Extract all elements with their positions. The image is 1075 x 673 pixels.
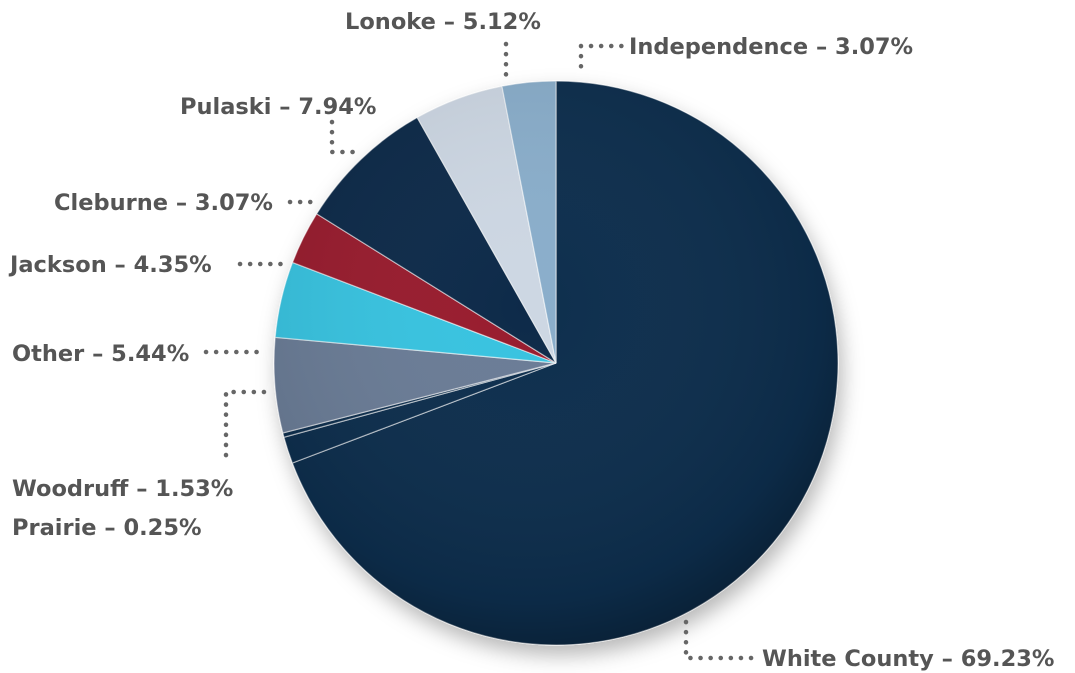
label-jackson: Jackson – 4.35%	[8, 252, 212, 278]
label-white-county: White County – 69.23%	[762, 646, 1054, 672]
pie-slices	[273, 80, 839, 646]
label-independence: Independence – 3.07%	[629, 34, 913, 60]
label-lonoke: Lonoke – 5.12%	[345, 9, 541, 35]
label-other: Other – 5.44%	[12, 341, 189, 367]
leader-woodruff-prairie	[223, 389, 267, 463]
label-prairie: Prairie – 0.25%	[12, 515, 202, 541]
label-woodruff: Woodruff – 1.53%	[12, 476, 233, 502]
leader-white-county	[683, 619, 755, 661]
label-cleburne: Cleburne – 3.07%	[54, 190, 273, 216]
leader-independence	[578, 43, 625, 77]
label-pulaski: Pulaski – 7.94%	[180, 94, 376, 120]
leader-pulaski	[329, 119, 359, 155]
